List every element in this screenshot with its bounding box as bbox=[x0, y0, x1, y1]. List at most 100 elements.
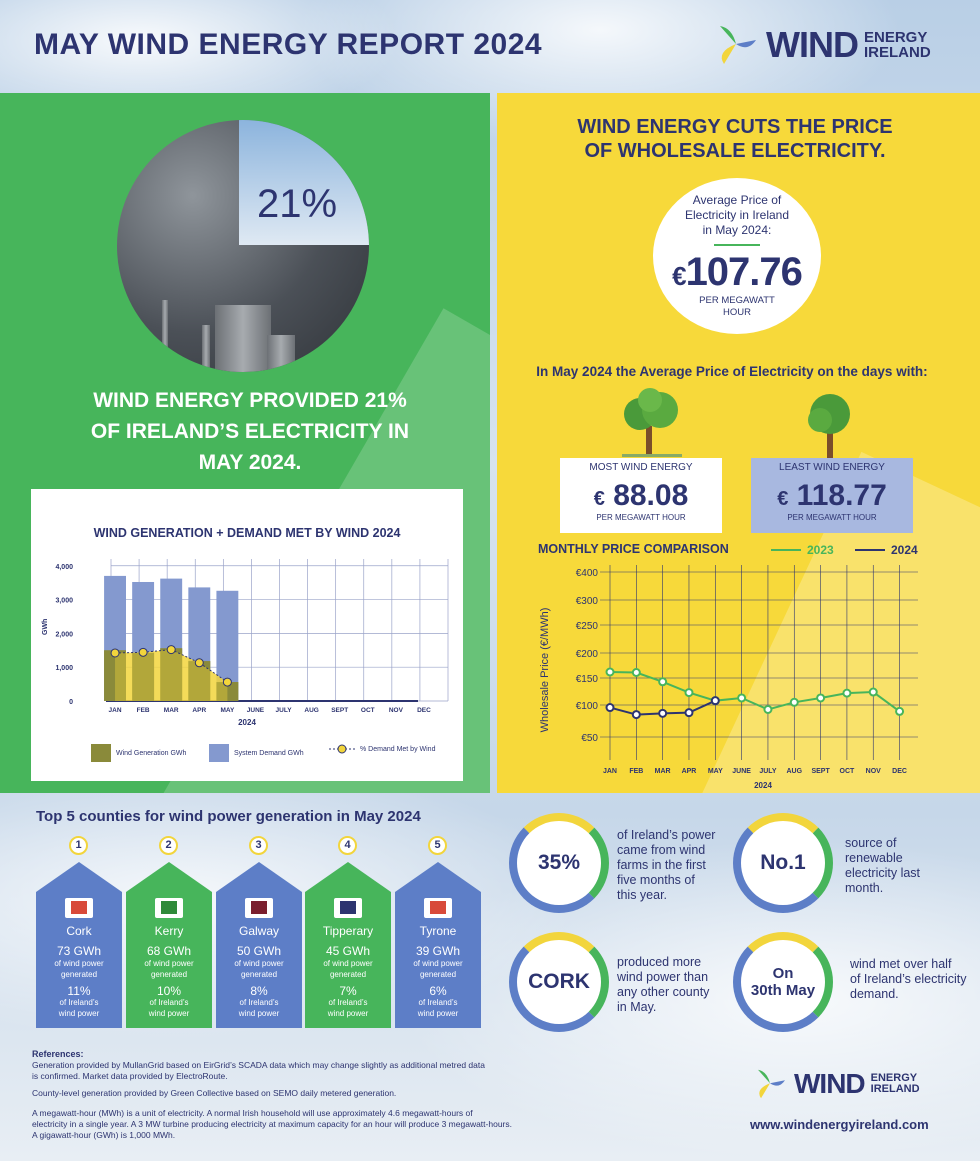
y-tick-label: 2,000 bbox=[55, 631, 73, 638]
least-wind-label: LEAST WIND ENERGY bbox=[779, 462, 885, 473]
x-tick-label: JULY bbox=[276, 707, 293, 714]
y-axis-label: Wholesale Price (€/MWh) bbox=[539, 608, 551, 733]
y-tick-label: 3,000 bbox=[55, 598, 73, 605]
x-tick-label: DEC bbox=[892, 768, 907, 775]
wind-logo-icon bbox=[758, 1069, 785, 1099]
county-percent: 10% bbox=[156, 984, 182, 998]
demand-bar bbox=[216, 590, 239, 701]
county-name: Cork bbox=[66, 924, 92, 938]
least-wind-box: LEAST WIND ENERGY € 118.77 PER MEGAWATT … bbox=[751, 458, 913, 533]
fact-ring-no1: No.1 bbox=[733, 813, 833, 913]
price-headline: WIND ENERGY CUTS THE PRICE OF WHOLESALE … bbox=[540, 115, 930, 163]
generation-bar-overlay bbox=[132, 652, 155, 701]
county-gwh: 73 GWh bbox=[56, 944, 101, 958]
days-line: In May 2024 the Average Price of Electri… bbox=[536, 364, 928, 379]
series-point-2024 bbox=[710, 696, 720, 706]
footer-logo: WIND ENERGY IRELAND bbox=[752, 1066, 920, 1102]
series-point-2023 bbox=[842, 688, 852, 698]
demand-met-point bbox=[194, 658, 204, 668]
references-title: References: bbox=[32, 1049, 84, 1059]
counties-title: Top 5 counties for wind power generation… bbox=[36, 808, 421, 825]
x-tick-label: NOV bbox=[866, 768, 882, 775]
chart-title: WIND GENERATION + DEMAND MET BY WIND 202… bbox=[93, 526, 401, 540]
county-card: 4 Tipperary 45 GWh of wind power generate… bbox=[305, 836, 391, 1028]
most-wind-label: MOST WIND ENERGY bbox=[589, 462, 693, 473]
green-headline: WIND ENERGY PROVIDED 21% OF IRELAND’S EL… bbox=[40, 385, 460, 478]
footer-logo-word: WIND bbox=[794, 1068, 866, 1099]
generation-bar-overlay bbox=[160, 648, 183, 701]
y-tick-label: 0 bbox=[69, 699, 73, 706]
demand-met-point bbox=[138, 647, 148, 657]
county-rank: 3 bbox=[249, 836, 268, 855]
generation-bar-overlay bbox=[188, 661, 211, 701]
county-flag-icon bbox=[334, 898, 362, 918]
y-tick-label: €300 bbox=[576, 596, 599, 607]
county-card: 3 Galway 50 GWh of wind power generated 8… bbox=[216, 836, 302, 1028]
demand-met-point bbox=[110, 648, 120, 658]
x-tick-label: AUG bbox=[304, 707, 318, 714]
logo-word: WIND bbox=[766, 24, 859, 65]
x-axis-label: 2024 bbox=[238, 718, 256, 727]
county-percent: 11% bbox=[67, 984, 91, 998]
avg-label-1: Average Price of bbox=[692, 193, 782, 207]
x-tick-label: MAY bbox=[220, 707, 235, 714]
generation-bar-overlay bbox=[104, 650, 126, 701]
price-headline-l2: OF WHOLESALE ELECTRICITY. bbox=[584, 140, 886, 162]
page-title: MAY WIND ENERGY REPORT 2024 bbox=[34, 28, 543, 61]
county-percent: 7% bbox=[339, 984, 357, 998]
website-link[interactable]: www.windenergyireland.com bbox=[750, 1117, 929, 1132]
county-rank: 4 bbox=[338, 836, 357, 855]
county-card: 2 Kerry 68 GWh of wind power generated 10… bbox=[126, 836, 212, 1028]
y-tick-label: €150 bbox=[576, 674, 599, 685]
most-wind-box: MOST WIND ENERGY € 88.08 PER MEGAWATT HO… bbox=[560, 458, 722, 533]
series-point-2024 bbox=[684, 708, 694, 718]
photo-percent: 21% bbox=[257, 182, 338, 226]
series-point-2023 bbox=[763, 704, 773, 714]
county-name: Galway bbox=[238, 924, 279, 938]
county-name: Tipperary bbox=[322, 924, 374, 938]
generation-bar-overlay bbox=[216, 682, 239, 701]
county-flag-icon bbox=[424, 898, 452, 918]
monthly-price-chart: €50 €100 €150 €200 €250 €300 €400 Wholesale Pri… bbox=[539, 565, 918, 790]
county-gwh-desc: of wind power generated bbox=[54, 959, 104, 979]
series-point-2024 bbox=[658, 708, 668, 718]
county-percent-desc: of Ireland’s wind power bbox=[238, 998, 280, 1018]
wind-generation-chart: 0 1,000 2,000 3,000 4,000 GWh JAN FEB MAR APR MAY J… bbox=[42, 559, 449, 727]
logo-sub1: ENERGY bbox=[863, 29, 928, 46]
average-price: €107.76 bbox=[672, 250, 803, 294]
county-name: Kerry bbox=[154, 924, 184, 938]
fact-text-2: source of renewable electricity last month. bbox=[845, 836, 921, 895]
series-point-2023 bbox=[605, 667, 615, 677]
x-tick-label: MAR bbox=[655, 768, 671, 775]
county-percent-desc: of Ireland’s wind power bbox=[148, 998, 190, 1018]
county-gwh-desc: of wind power generated bbox=[413, 959, 463, 979]
county-percent-desc: of Ireland’s wind power bbox=[327, 998, 369, 1018]
x-tick-label: AUG bbox=[786, 768, 802, 775]
county-gwh: 68 GWh bbox=[146, 944, 191, 958]
fact-ring-cork: CORK bbox=[509, 932, 609, 1032]
county-gwh-desc: of wind power generated bbox=[323, 959, 373, 979]
county-card: 1 Cork 73 GWh of wind power generated 11%… bbox=[36, 836, 122, 1028]
county-rank: 1 bbox=[69, 836, 88, 855]
county-gwh-desc: of wind power generated bbox=[144, 959, 194, 979]
x-tick-label: OCT bbox=[361, 707, 375, 714]
series-point-2023 bbox=[816, 693, 826, 703]
x-tick-label: DEC bbox=[417, 707, 431, 714]
most-wind-price: € 88.08 bbox=[593, 479, 689, 512]
county-gwh: 45 GWh bbox=[325, 944, 370, 958]
y-tick-label: 1,000 bbox=[55, 665, 73, 672]
avg-unit-2: HOUR bbox=[723, 307, 751, 318]
headline-line-3: MAY 2024. bbox=[198, 451, 302, 474]
y-axis-label: GWh bbox=[42, 619, 49, 635]
tree-icon bbox=[808, 394, 850, 458]
x-tick-label: JULY bbox=[759, 768, 777, 775]
county-percent-desc: of Ireland’s wind power bbox=[417, 998, 459, 1018]
x-tick-label: SEPT bbox=[811, 768, 830, 775]
county-gwh-desc: of wind power generated bbox=[234, 959, 284, 979]
avg-label-2: Electricity in Ireland bbox=[684, 208, 790, 222]
least-wind-unit: PER MEGAWATT HOUR bbox=[787, 513, 877, 522]
fact-ring-30th-may: On 30th May bbox=[733, 932, 833, 1032]
y-tick-label: €200 bbox=[576, 649, 599, 660]
legend-2024: 2024 bbox=[855, 543, 918, 557]
fact-text-3: produced more wind power than any other co… bbox=[617, 955, 710, 1014]
